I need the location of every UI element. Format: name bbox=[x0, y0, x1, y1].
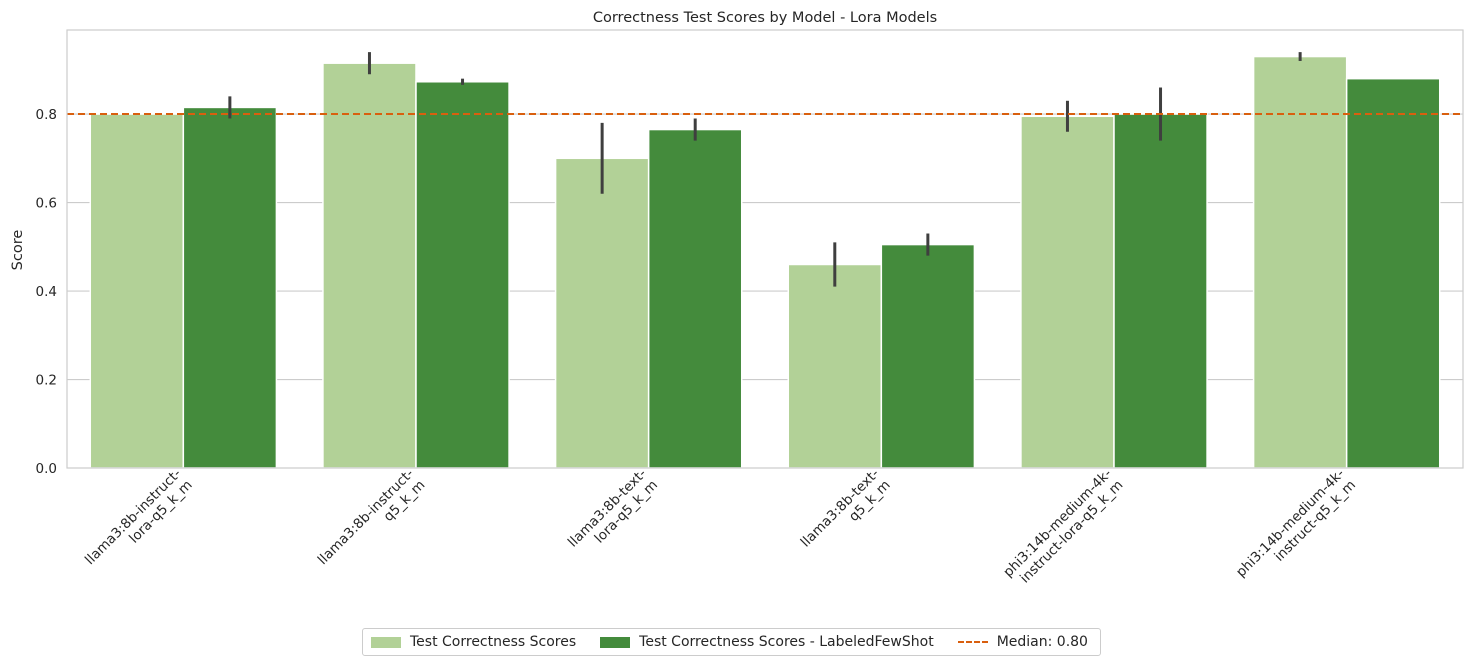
bar-series-1-category-1 bbox=[415, 81, 510, 469]
y-tick-labels: 0.0 0.2 0.4 0.6 0.8 bbox=[36, 107, 57, 477]
x-tick-label-3: llama3:8b-text-q5_k_m bbox=[798, 466, 894, 551]
bar-series-1-category-5 bbox=[1345, 77, 1441, 469]
bar-series-0-category-4 bbox=[1020, 115, 1115, 469]
bar-series-0-category-2 bbox=[554, 157, 650, 469]
bar-series-1-category-2 bbox=[647, 128, 743, 469]
y-tick-label: 0.0 bbox=[36, 461, 57, 477]
bar-series-0-category-3 bbox=[787, 263, 883, 469]
legend-label-median: Median: 0.80 bbox=[996, 634, 1088, 650]
y-tick-label: 0.4 bbox=[36, 284, 57, 300]
x-tick-label-line: phi3:14b-medium-4k- bbox=[1000, 466, 1115, 581]
legend: Test Correctness Scores Test Correctness… bbox=[362, 628, 1101, 656]
y-tick-label: 0.6 bbox=[36, 196, 57, 212]
legend-swatch-series-0 bbox=[371, 636, 401, 648]
legend-median-dash bbox=[957, 641, 988, 643]
x-tick-label-1: llama3:8b-instruct-q5_k_m bbox=[315, 466, 429, 568]
x-tick-label-2: llama3:8b-text-lora-q5_k_m bbox=[565, 466, 661, 551]
plot-frame bbox=[66, 29, 1464, 469]
legend-item-series-1: Test Correctness Scores - LabeledFewShot bbox=[600, 634, 934, 650]
y-tick-label: 0.8 bbox=[36, 107, 57, 123]
bar-series-1-category-4 bbox=[1113, 113, 1208, 469]
legend-item-series-0: Test Correctness Scores bbox=[371, 634, 576, 650]
legend-item-median: Median: 0.80 bbox=[957, 634, 1088, 650]
error-bars bbox=[228, 52, 1302, 287]
legend-label-series-1: Test Correctness Scores - LabeledFewShot bbox=[639, 634, 934, 650]
legend-label-series-0: Test Correctness Scores bbox=[410, 634, 577, 650]
x-tick-label-5: phi3:14b-medium-4k-instruct-q5_k_m bbox=[1233, 466, 1359, 581]
x-tick-label-line: llama3:8b-instruct- bbox=[315, 466, 417, 568]
y-axis-label: Score bbox=[10, 230, 26, 271]
bars bbox=[89, 55, 1441, 469]
bar-series-1-category-3 bbox=[880, 243, 976, 469]
bar-series-0-category-1 bbox=[322, 62, 417, 469]
x-tick-label-line: phi3:14b-medium-4k- bbox=[1233, 466, 1348, 581]
bar-series-0-category-0 bbox=[89, 113, 185, 469]
legend-swatch-series-1 bbox=[600, 636, 631, 648]
x-tick-label-0: llama3:8b-instruct-lora-q5_k_m bbox=[82, 466, 196, 568]
x-tick-label-4: phi3:14b-medium-4k-instruct-lora-q5_k_m bbox=[1000, 466, 1126, 587]
x-tick-label-line: llama3:8b-instruct- bbox=[82, 466, 184, 568]
bar-series-0-category-5 bbox=[1252, 55, 1348, 469]
x-tick-label-line: instruct-lora-q5_k_m bbox=[1017, 477, 1126, 586]
x-tick-labels: llama3:8b-instruct-lora-q5_k_m llama3:8b-… bbox=[82, 466, 1359, 587]
y-tick-label: 0.2 bbox=[36, 373, 57, 389]
bar-series-1-category-0 bbox=[182, 106, 278, 469]
chart-title: Correctness Test Scores by Model - Lora … bbox=[593, 10, 937, 26]
